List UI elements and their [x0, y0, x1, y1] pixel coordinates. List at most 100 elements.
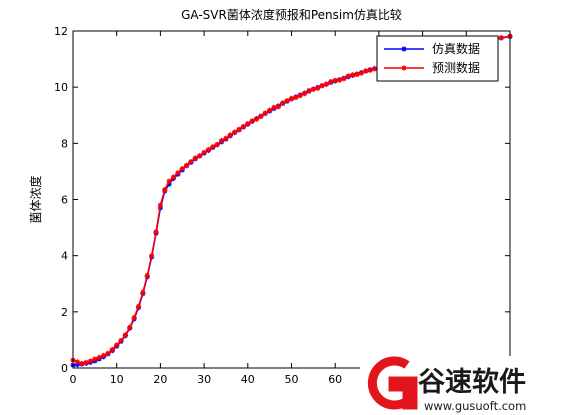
- y-tick-label: 2: [61, 306, 68, 319]
- data-point: [74, 359, 80, 365]
- y-tick-label: 6: [61, 194, 68, 207]
- data-point: [249, 118, 255, 124]
- x-tick-label: 40: [241, 373, 255, 386]
- watermark-brand-text: 谷速软件: [418, 367, 526, 398]
- data-point: [218, 137, 225, 144]
- legend-label: 仿真数据: [432, 41, 480, 56]
- x-tick-label: 0: [70, 373, 77, 386]
- watermark: 谷速软件 www.gusuoft.com: [360, 356, 561, 415]
- data-point: [275, 104, 281, 110]
- data-point: [253, 116, 260, 122]
- y-tick-label: 0: [61, 362, 68, 375]
- x-tick-label: 20: [153, 373, 167, 386]
- data-point: [179, 166, 185, 172]
- data-point: [87, 358, 94, 364]
- data-point: [175, 170, 181, 176]
- data-point: [358, 70, 365, 76]
- data-point: [498, 35, 504, 41]
- data-point: [271, 104, 277, 110]
- data-point: [135, 303, 142, 309]
- data-point: [162, 187, 168, 193]
- data-point: [149, 253, 155, 259]
- data-point: [100, 352, 107, 358]
- data-point: [184, 162, 190, 168]
- data-point: [153, 229, 159, 235]
- data-point: [210, 144, 216, 150]
- data-point: [297, 92, 303, 99]
- data-point: [284, 98, 290, 104]
- data-point: [227, 132, 233, 138]
- data-point: [83, 359, 89, 365]
- data-point: [166, 178, 172, 184]
- y-tick-label: 8: [61, 137, 68, 150]
- plot-frame: [72, 30, 511, 369]
- data-point: [336, 77, 343, 83]
- watermark-url-text: www.gusuoft.com: [424, 399, 526, 413]
- data-point: [223, 135, 229, 141]
- data-point: [205, 146, 212, 153]
- data-point: [267, 107, 273, 113]
- data-point: [232, 129, 238, 135]
- data-point: [302, 91, 308, 97]
- data-point: [197, 153, 203, 159]
- data-point: [214, 141, 220, 148]
- data-point: [310, 86, 316, 93]
- data-point: [118, 337, 124, 344]
- data-point: [201, 149, 207, 155]
- data-point: [127, 324, 133, 330]
- data-point: [328, 78, 334, 85]
- data-point: [144, 272, 150, 278]
- data-point: [293, 94, 299, 101]
- data-point: [236, 126, 242, 132]
- y-tick-label: 4: [61, 250, 68, 263]
- data-point: [122, 332, 129, 338]
- data-point: [262, 110, 268, 116]
- data-point: [109, 346, 115, 353]
- data-point: [188, 158, 194, 165]
- data-point: [240, 123, 247, 130]
- legend-marker: [401, 65, 407, 71]
- plot-area: [73, 31, 510, 368]
- data-point: [345, 73, 351, 79]
- data-point: [315, 85, 321, 91]
- data-point: [350, 72, 356, 78]
- x-tick-label: 60: [328, 373, 342, 386]
- data-point: [157, 202, 163, 208]
- data-point: [79, 360, 85, 367]
- data-point: [96, 354, 102, 360]
- data-point: [245, 121, 251, 127]
- legend-label: 预测数据: [432, 60, 480, 75]
- y-tick-label: 12: [54, 25, 68, 38]
- chart-title: GA-SVR菌体浓度预报和Pensim仿真比较: [181, 7, 402, 22]
- x-tick-label: 30: [197, 373, 211, 386]
- legend-marker: [401, 46, 407, 52]
- y-axis-label: 菌体浓度: [28, 175, 43, 223]
- data-point: [323, 81, 330, 87]
- data-point: [114, 342, 120, 348]
- data-point: [170, 174, 177, 180]
- data-point: [280, 100, 286, 106]
- brand-logo: [367, 356, 418, 410]
- data-point: [367, 67, 373, 73]
- data-point: [319, 82, 325, 89]
- legend-box: [376, 35, 499, 82]
- data-point: [371, 66, 378, 72]
- data-point: [288, 95, 295, 101]
- x-tick-label: 50: [285, 373, 299, 386]
- data-point: [306, 87, 312, 94]
- y-tick-label: 10: [54, 81, 68, 94]
- data-point: [92, 356, 98, 362]
- data-point: [332, 77, 338, 84]
- data-point: [74, 362, 80, 368]
- data-point: [131, 314, 137, 321]
- data-point: [363, 68, 369, 74]
- x-tick-label: 10: [110, 373, 124, 386]
- data-point: [354, 71, 360, 78]
- data-point: [166, 181, 172, 187]
- data-point: [140, 289, 146, 295]
- data-point: [341, 76, 347, 82]
- data-point: [105, 350, 111, 356]
